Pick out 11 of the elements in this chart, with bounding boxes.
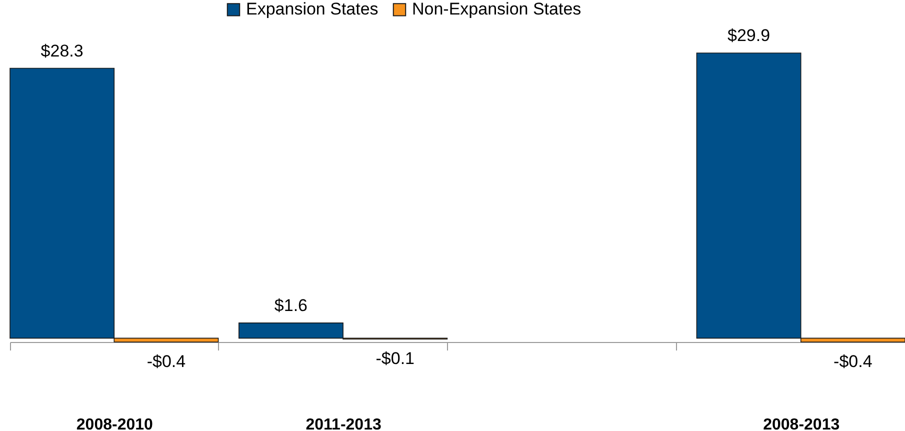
x-tick-label: 2008-2010: [76, 416, 154, 431]
data-label: $1.6: [274, 296, 308, 315]
data-label: -$0.4: [834, 352, 872, 371]
data-label: $29.9: [728, 26, 770, 45]
legend-label: Expansion States: [246, 0, 378, 19]
data-label: -$0.4: [146, 352, 186, 371]
legend-label: Non-Expansion States: [412, 0, 582, 19]
data-label: $28.3: [40, 41, 84, 60]
data-label: -$0.1: [376, 349, 414, 368]
x-tick-label: 2008-2013: [763, 416, 840, 431]
x-tick-label: 2011-2013: [306, 416, 382, 431]
